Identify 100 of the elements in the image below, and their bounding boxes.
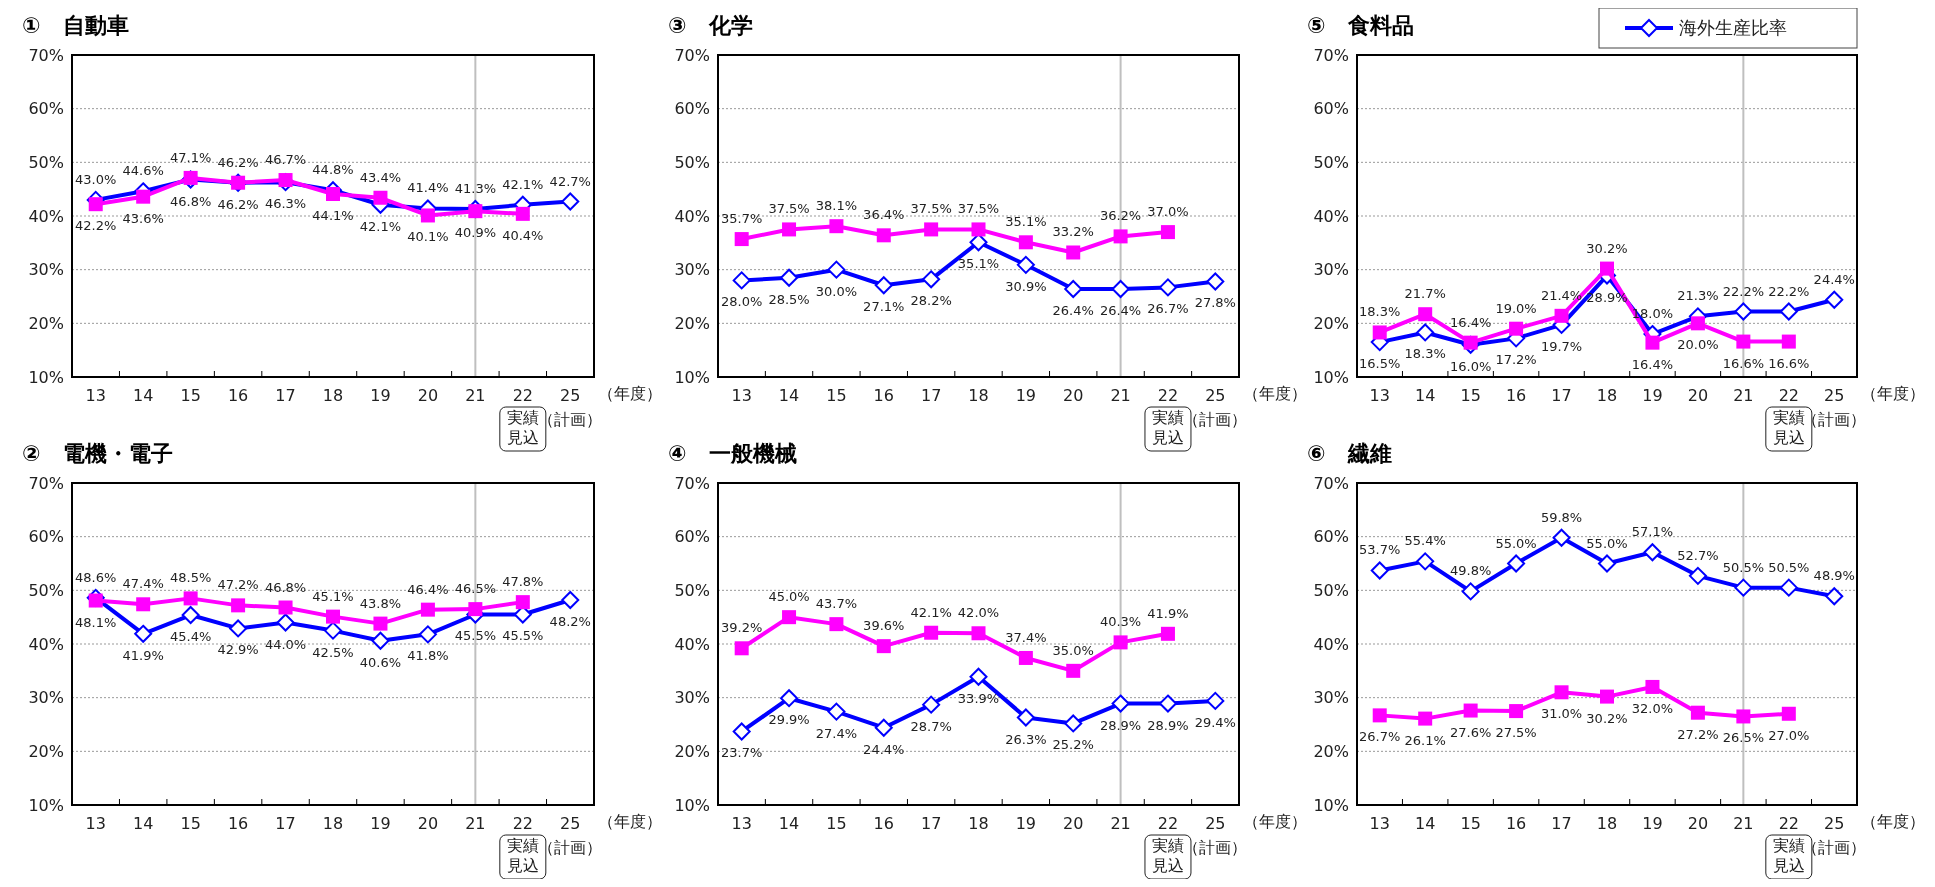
x-tick-label: 16 [1505, 386, 1527, 405]
x-tick-label: 14 [778, 386, 800, 405]
x-tick-label: 13 [731, 386, 752, 405]
data-label: 33.2% [1052, 224, 1094, 240]
text: 実績見込 [506, 408, 539, 447]
y-tick-label: 50% [674, 152, 710, 172]
x-tick-label: 21 [1733, 814, 1754, 833]
y-tick-label: 20% [1313, 741, 1349, 761]
data-label: 28.2% [910, 293, 952, 309]
x-tick-label: 15 [1460, 814, 1481, 833]
data-label: 24.4% [863, 741, 905, 757]
x-tick-label: 13 [1369, 814, 1390, 833]
data-label: 44.1% [312, 208, 354, 223]
x-axis-title: （年度） [598, 812, 662, 831]
data-label: 42.1% [359, 218, 402, 234]
x-tick-label: 25 [1205, 814, 1226, 833]
x-tick-label: 17 [920, 814, 942, 833]
y-tick-label: 40% [1313, 206, 1349, 226]
x-tick-label: 14 [133, 386, 154, 405]
y-tick-label: 10% [674, 367, 710, 387]
data-label: 57.1% [1631, 524, 1674, 540]
data-label: 17.2% [1495, 352, 1537, 368]
data-label: 29.4% [1194, 714, 1236, 730]
x-tick-label: 16 [1505, 814, 1527, 833]
x-tick-label: 22 [1778, 814, 1799, 833]
data-label: 26.4% [1052, 302, 1094, 318]
x-tick-label: 17 [1551, 386, 1572, 405]
data-label: 45.4% [169, 629, 212, 645]
x-tick-label: 19 [1642, 386, 1663, 405]
x-tick-label: 14 [1415, 386, 1436, 405]
data-label: 46.4% [407, 581, 449, 597]
y-tick-label: 70% [1313, 45, 1349, 65]
x-tick-label: 25 [1205, 386, 1226, 405]
x-tick-label: 21 [1733, 386, 1754, 405]
data-label: 39.6% [863, 618, 905, 634]
x-tick-label: 19 [1015, 386, 1037, 405]
chart-title: ② 電機・電子 [22, 441, 173, 466]
text: 実績見込 [1151, 408, 1184, 447]
x-tick-label: 20 [1687, 814, 1709, 833]
y-tick-label: 30% [674, 260, 710, 280]
data-label: 26.1% [1404, 732, 1446, 748]
data-label: 16.5% [1359, 356, 1401, 372]
data-label: 16.6% [1768, 355, 1810, 371]
y-tick-label: 10% [674, 795, 710, 815]
data-label: 28.7% [910, 718, 952, 734]
data-label: 44.8% [312, 162, 354, 178]
data-label: 45.0% [768, 589, 810, 605]
data-label: 30.2% [1586, 240, 1628, 256]
x-tick-label: 15 [826, 814, 847, 833]
y-tick-label: 70% [674, 45, 710, 65]
data-label: 27.8% [1194, 295, 1236, 311]
data-label: 16.4% [1631, 356, 1674, 372]
data-label: 46.3% [264, 196, 307, 212]
data-label: 42.1% [502, 176, 544, 192]
data-label: 53.7% [1359, 542, 1401, 558]
x-tick-label: 18 [322, 386, 344, 405]
x-tick-label: 25 [1824, 386, 1845, 405]
data-label: 27.5% [1495, 725, 1537, 741]
y-tick-label: 70% [1313, 473, 1349, 493]
x-tick-label: 22 [512, 814, 533, 833]
legend-label: 海外生産比率 [1679, 17, 1787, 39]
data-label: 43.6% [122, 210, 164, 226]
chart-title: ⑥ 繊維 [1307, 441, 1392, 466]
data-label: 26.5% [1722, 730, 1765, 746]
text: 実績見込 [506, 836, 539, 875]
x-tick-label: 16 [873, 814, 894, 833]
x-tick-label: 15 [180, 386, 201, 405]
x-tick-label: 13 [731, 814, 752, 833]
data-label: 48.5% [169, 570, 212, 586]
data-label: 35.7% [721, 211, 763, 227]
y-tick-label: 40% [674, 634, 710, 654]
data-label: 48.6% [75, 569, 117, 585]
data-label: 48.1% [75, 614, 117, 630]
y-tick-label: 30% [1313, 688, 1349, 708]
data-label: 42.5% [312, 644, 354, 660]
data-label: 21.7% [1404, 286, 1446, 302]
data-label: 44.6% [122, 163, 164, 179]
data-label: 19.7% [1540, 338, 1583, 354]
data-label: 33.9% [957, 690, 1000, 706]
x-axis-title: （年度） [598, 384, 662, 403]
y-tick-label: 20% [674, 741, 710, 761]
data-label: 42.7% [549, 173, 591, 189]
x-tick-label: 17 [275, 814, 296, 833]
data-label: 35.0% [1052, 642, 1094, 658]
x-tick-label: 21 [1110, 814, 1131, 833]
data-label: 27.4% [815, 725, 858, 741]
data-label: 42.1% [910, 604, 952, 620]
x-tick-label: 19 [1642, 814, 1663, 833]
y-tick-label: 60% [28, 527, 64, 547]
data-label: 41.9% [122, 647, 164, 663]
y-tick-label: 70% [674, 473, 710, 493]
x-tick-label: 15 [180, 814, 201, 833]
x-axis-title: （年度） [1861, 812, 1925, 831]
data-label: 46.7% [264, 152, 307, 168]
data-label: 28.9% [1147, 717, 1189, 733]
data-label: 37.5% [910, 201, 952, 217]
data-label: 47.2% [217, 577, 259, 593]
y-tick-label: 60% [1313, 527, 1349, 547]
data-label: 28.5% [768, 291, 810, 307]
x-tick-label: 16 [873, 386, 894, 405]
